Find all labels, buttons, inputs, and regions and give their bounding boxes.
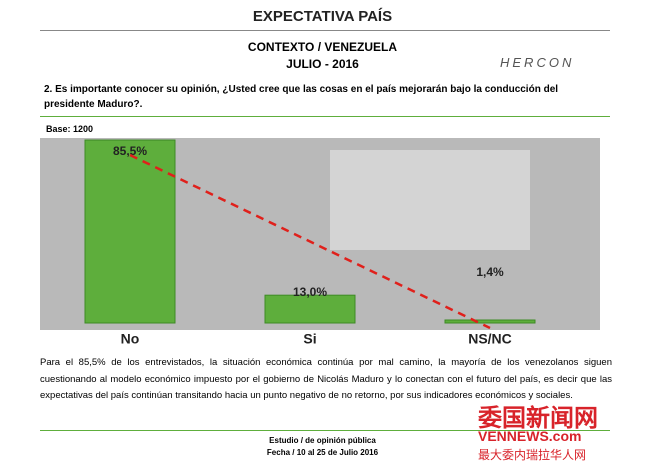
bar: [264, 294, 356, 324]
title: EXPECTATIVA PAÍS: [252, 8, 393, 25]
photo-detail: [330, 150, 530, 250]
date: JULIO - 2016: [286, 57, 359, 71]
watermark: VENNEWS.com: [478, 428, 582, 444]
bar: [444, 319, 536, 324]
category-label: Si: [303, 331, 316, 347]
body-text: Para el 85,5% de los entrevistados, la s…: [40, 357, 612, 401]
value-label: 85,5%: [113, 144, 147, 158]
footer-line: Fecha / 10 al 25 de Julio 2016: [266, 448, 379, 457]
category-label: No: [121, 331, 140, 347]
rule: [40, 30, 610, 31]
rule: [40, 430, 610, 431]
question: 2. Es importante conocer su opinión, ¿Us…: [44, 84, 559, 110]
rule: [40, 116, 610, 117]
watermark: 最大委内瑞拉华人网: [478, 448, 587, 462]
base: Base: 1200: [46, 124, 94, 134]
category-label: NS/NC: [468, 331, 512, 347]
logo: HERCON: [500, 55, 575, 70]
footer-line: Estudio / de opinión pública: [269, 436, 376, 445]
watermark: 委国新闻网: [478, 405, 598, 432]
bar: [84, 139, 176, 324]
value-label: 1,4%: [476, 265, 504, 279]
trend-line: [129, 153, 491, 330]
value-label: 13,0%: [293, 285, 327, 299]
subtitle: CONTEXTO / VENEZUELA: [247, 40, 398, 54]
